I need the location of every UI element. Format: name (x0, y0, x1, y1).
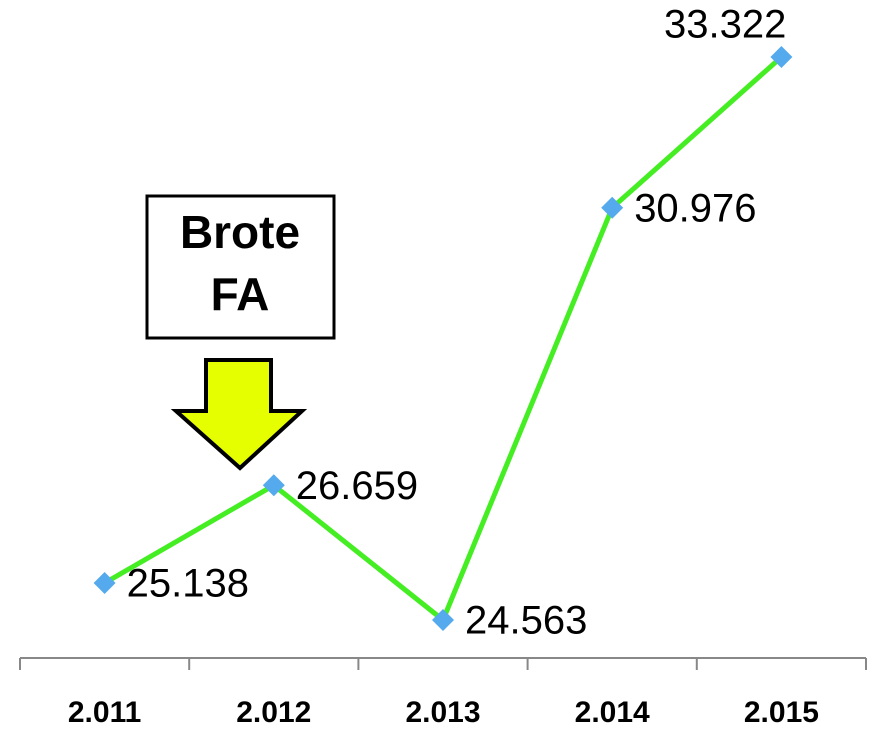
data-label: 24.563 (465, 599, 587, 643)
marker (93, 572, 116, 595)
x-tick-label: 2.011 (68, 696, 141, 729)
annotation-box (145, 194, 336, 340)
annotation-text: Brote (180, 206, 300, 258)
data-label: 26.659 (296, 464, 418, 508)
data-label: 30.976 (634, 186, 756, 230)
marker (601, 196, 624, 219)
marker (432, 609, 454, 631)
x-tick-label: 2.012 (236, 696, 311, 729)
marker (770, 46, 793, 68)
x-tick-label: 2.014 (575, 696, 650, 729)
data-label: 25.138 (127, 562, 249, 606)
annotation-text: FA (211, 268, 270, 320)
data-label: 33.322 (664, 3, 786, 47)
x-tick-label: 2.015 (744, 696, 819, 729)
annotation-arrow (170, 358, 308, 471)
marker (262, 474, 285, 497)
x-tick-label: 2.013 (405, 696, 480, 729)
